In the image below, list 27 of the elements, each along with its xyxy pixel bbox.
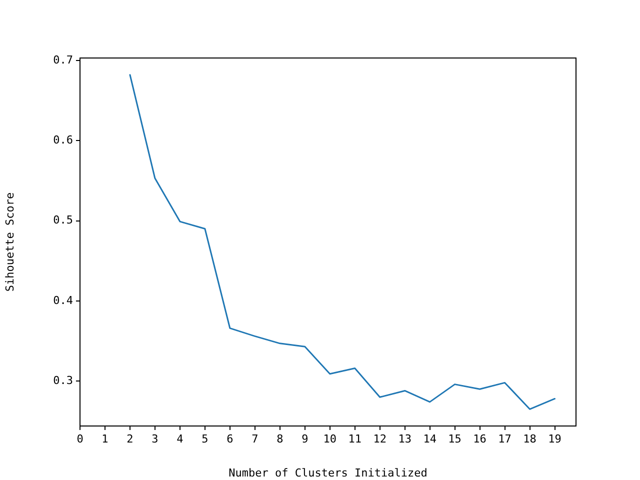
x-tick-label: 19 (548, 432, 562, 446)
x-tick-label: 15 (448, 432, 462, 446)
y-tick-label: 0.6 (53, 133, 73, 146)
x-tick-label: 10 (323, 432, 336, 446)
x-tick-label: 6 (226, 432, 234, 446)
x-tick-label: 8 (276, 432, 284, 446)
x-tick-label: 1 (102, 432, 108, 446)
y-tick-label: 0.4 (53, 294, 74, 307)
x-tick-label: 13 (398, 432, 412, 446)
x-tick-label: 5 (202, 432, 208, 446)
x-tick-label: 2 (126, 432, 134, 446)
x-tick-label: 14 (423, 432, 437, 446)
x-tick-label: 16 (473, 432, 486, 446)
x-tick-label: 7 (252, 432, 258, 446)
x-tick-label: 12 (373, 432, 386, 446)
x-tick-label: 18 (523, 432, 536, 446)
x-tick-label: 17 (498, 432, 512, 446)
x-axis-title: Number of Clusters Initialized (228, 466, 428, 480)
x-tick-label: 9 (302, 432, 308, 446)
x-tick-label: 0 (76, 432, 84, 446)
y-axis-title: Sihouette Score (3, 192, 16, 292)
x-tick-label: 11 (348, 432, 362, 446)
x-tick-label: 4 (176, 432, 184, 446)
y-tick-label: 0.5 (53, 214, 73, 227)
y-tick-label: 0.7 (53, 53, 73, 66)
y-tick-label: 0.3 (53, 374, 73, 387)
x-tick-label: 3 (152, 432, 158, 446)
